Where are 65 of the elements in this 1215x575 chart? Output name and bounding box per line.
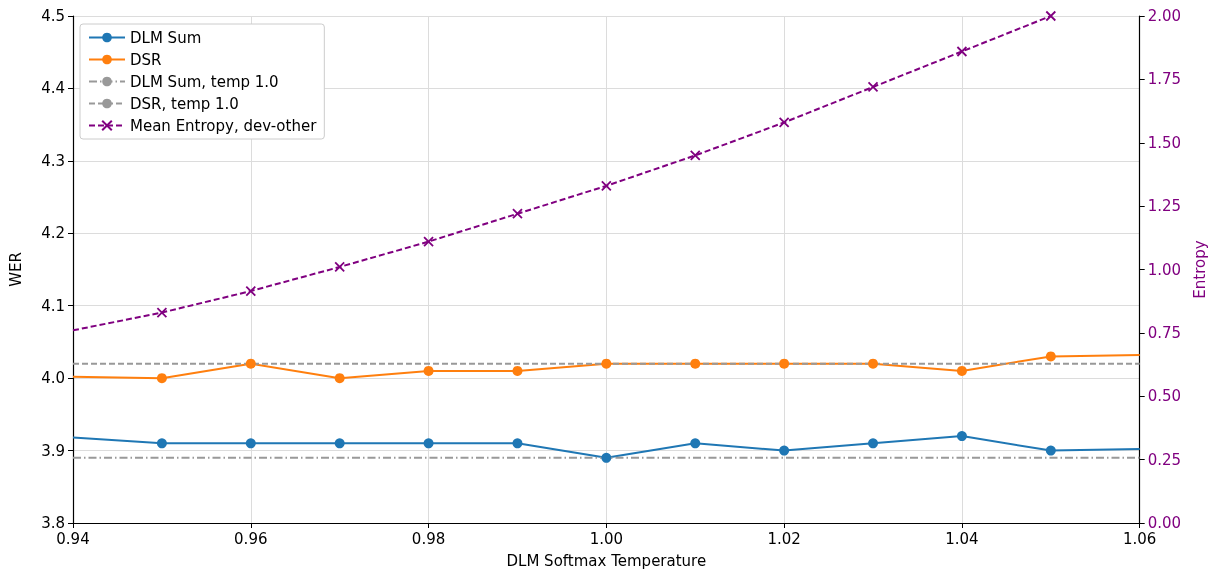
point	[334, 261, 346, 273]
x-tick-label: 0.98	[411, 529, 446, 548]
y-tick-label: 4.1	[41, 296, 65, 315]
point	[512, 208, 523, 220]
point	[1045, 445, 1056, 456]
point	[690, 358, 701, 369]
y-tick-label: 4.2	[41, 224, 65, 243]
point	[867, 81, 879, 93]
x-axis-title: DLM Softmax Temperature	[506, 551, 707, 570]
y2-tick-label: 0.25	[1147, 450, 1182, 469]
legend-label: DLM Sum	[130, 28, 202, 47]
point	[779, 358, 790, 369]
point	[423, 236, 434, 248]
point	[423, 365, 434, 376]
y2-axis-title: Entropy	[1190, 240, 1209, 299]
y-tick-label: 4.5	[41, 7, 65, 25]
y2-tick-label: 2.00	[1147, 7, 1182, 25]
y-tick-label: 4.3	[41, 151, 65, 170]
y-tick-label: 4.4	[41, 79, 65, 98]
y2-tick-label: 0.00	[1147, 514, 1182, 532]
point	[868, 438, 879, 449]
y2-tick-label: 1.50	[1147, 133, 1182, 152]
point	[245, 358, 256, 369]
point	[245, 438, 256, 449]
x-tick-label: 0.96	[234, 529, 268, 548]
point	[334, 373, 345, 384]
y-tick-label: 3.8	[41, 514, 65, 532]
legend-label: DSR, temp 1.0	[130, 94, 239, 113]
point	[868, 358, 879, 369]
x-tick-label: 1.04	[945, 529, 979, 548]
y2-tick-label: 0.75	[1147, 323, 1182, 342]
y2-tick-label: 1.25	[1147, 197, 1182, 216]
legend-label: DLM Sum, temp 1.0	[130, 72, 279, 91]
point	[956, 365, 967, 376]
legend-label: Mean Entropy, dev-other	[130, 116, 318, 135]
point	[512, 365, 523, 376]
point	[956, 431, 967, 442]
point	[956, 46, 968, 57]
x-tick-label: 1.02	[767, 529, 801, 548]
x-tick-label: 1.00	[589, 529, 624, 548]
point	[1045, 351, 1056, 362]
y-axis-title: WER	[6, 252, 25, 287]
point	[601, 452, 612, 463]
point	[334, 438, 345, 449]
legend-label: DSR	[130, 50, 162, 69]
y2-tick-label: 1.00	[1147, 260, 1182, 279]
point	[156, 373, 167, 384]
x-tick-label: 1.06	[1123, 529, 1157, 548]
point	[156, 307, 168, 318]
point	[156, 438, 167, 449]
point	[245, 285, 257, 297]
point	[689, 150, 701, 161]
point	[423, 438, 434, 449]
y2-tick-label: 1.75	[1147, 70, 1182, 89]
point	[778, 117, 790, 128]
point	[1045, 10, 1057, 22]
point	[512, 438, 523, 449]
point	[601, 358, 612, 369]
point	[779, 445, 790, 456]
y-tick-label: 3.9	[41, 441, 65, 460]
point	[600, 180, 612, 192]
y2-tick-label: 0.50	[1147, 387, 1182, 406]
x-tick-label: 0.94	[56, 529, 90, 548]
point	[690, 438, 701, 449]
y-tick-label: 4.0	[41, 369, 65, 388]
